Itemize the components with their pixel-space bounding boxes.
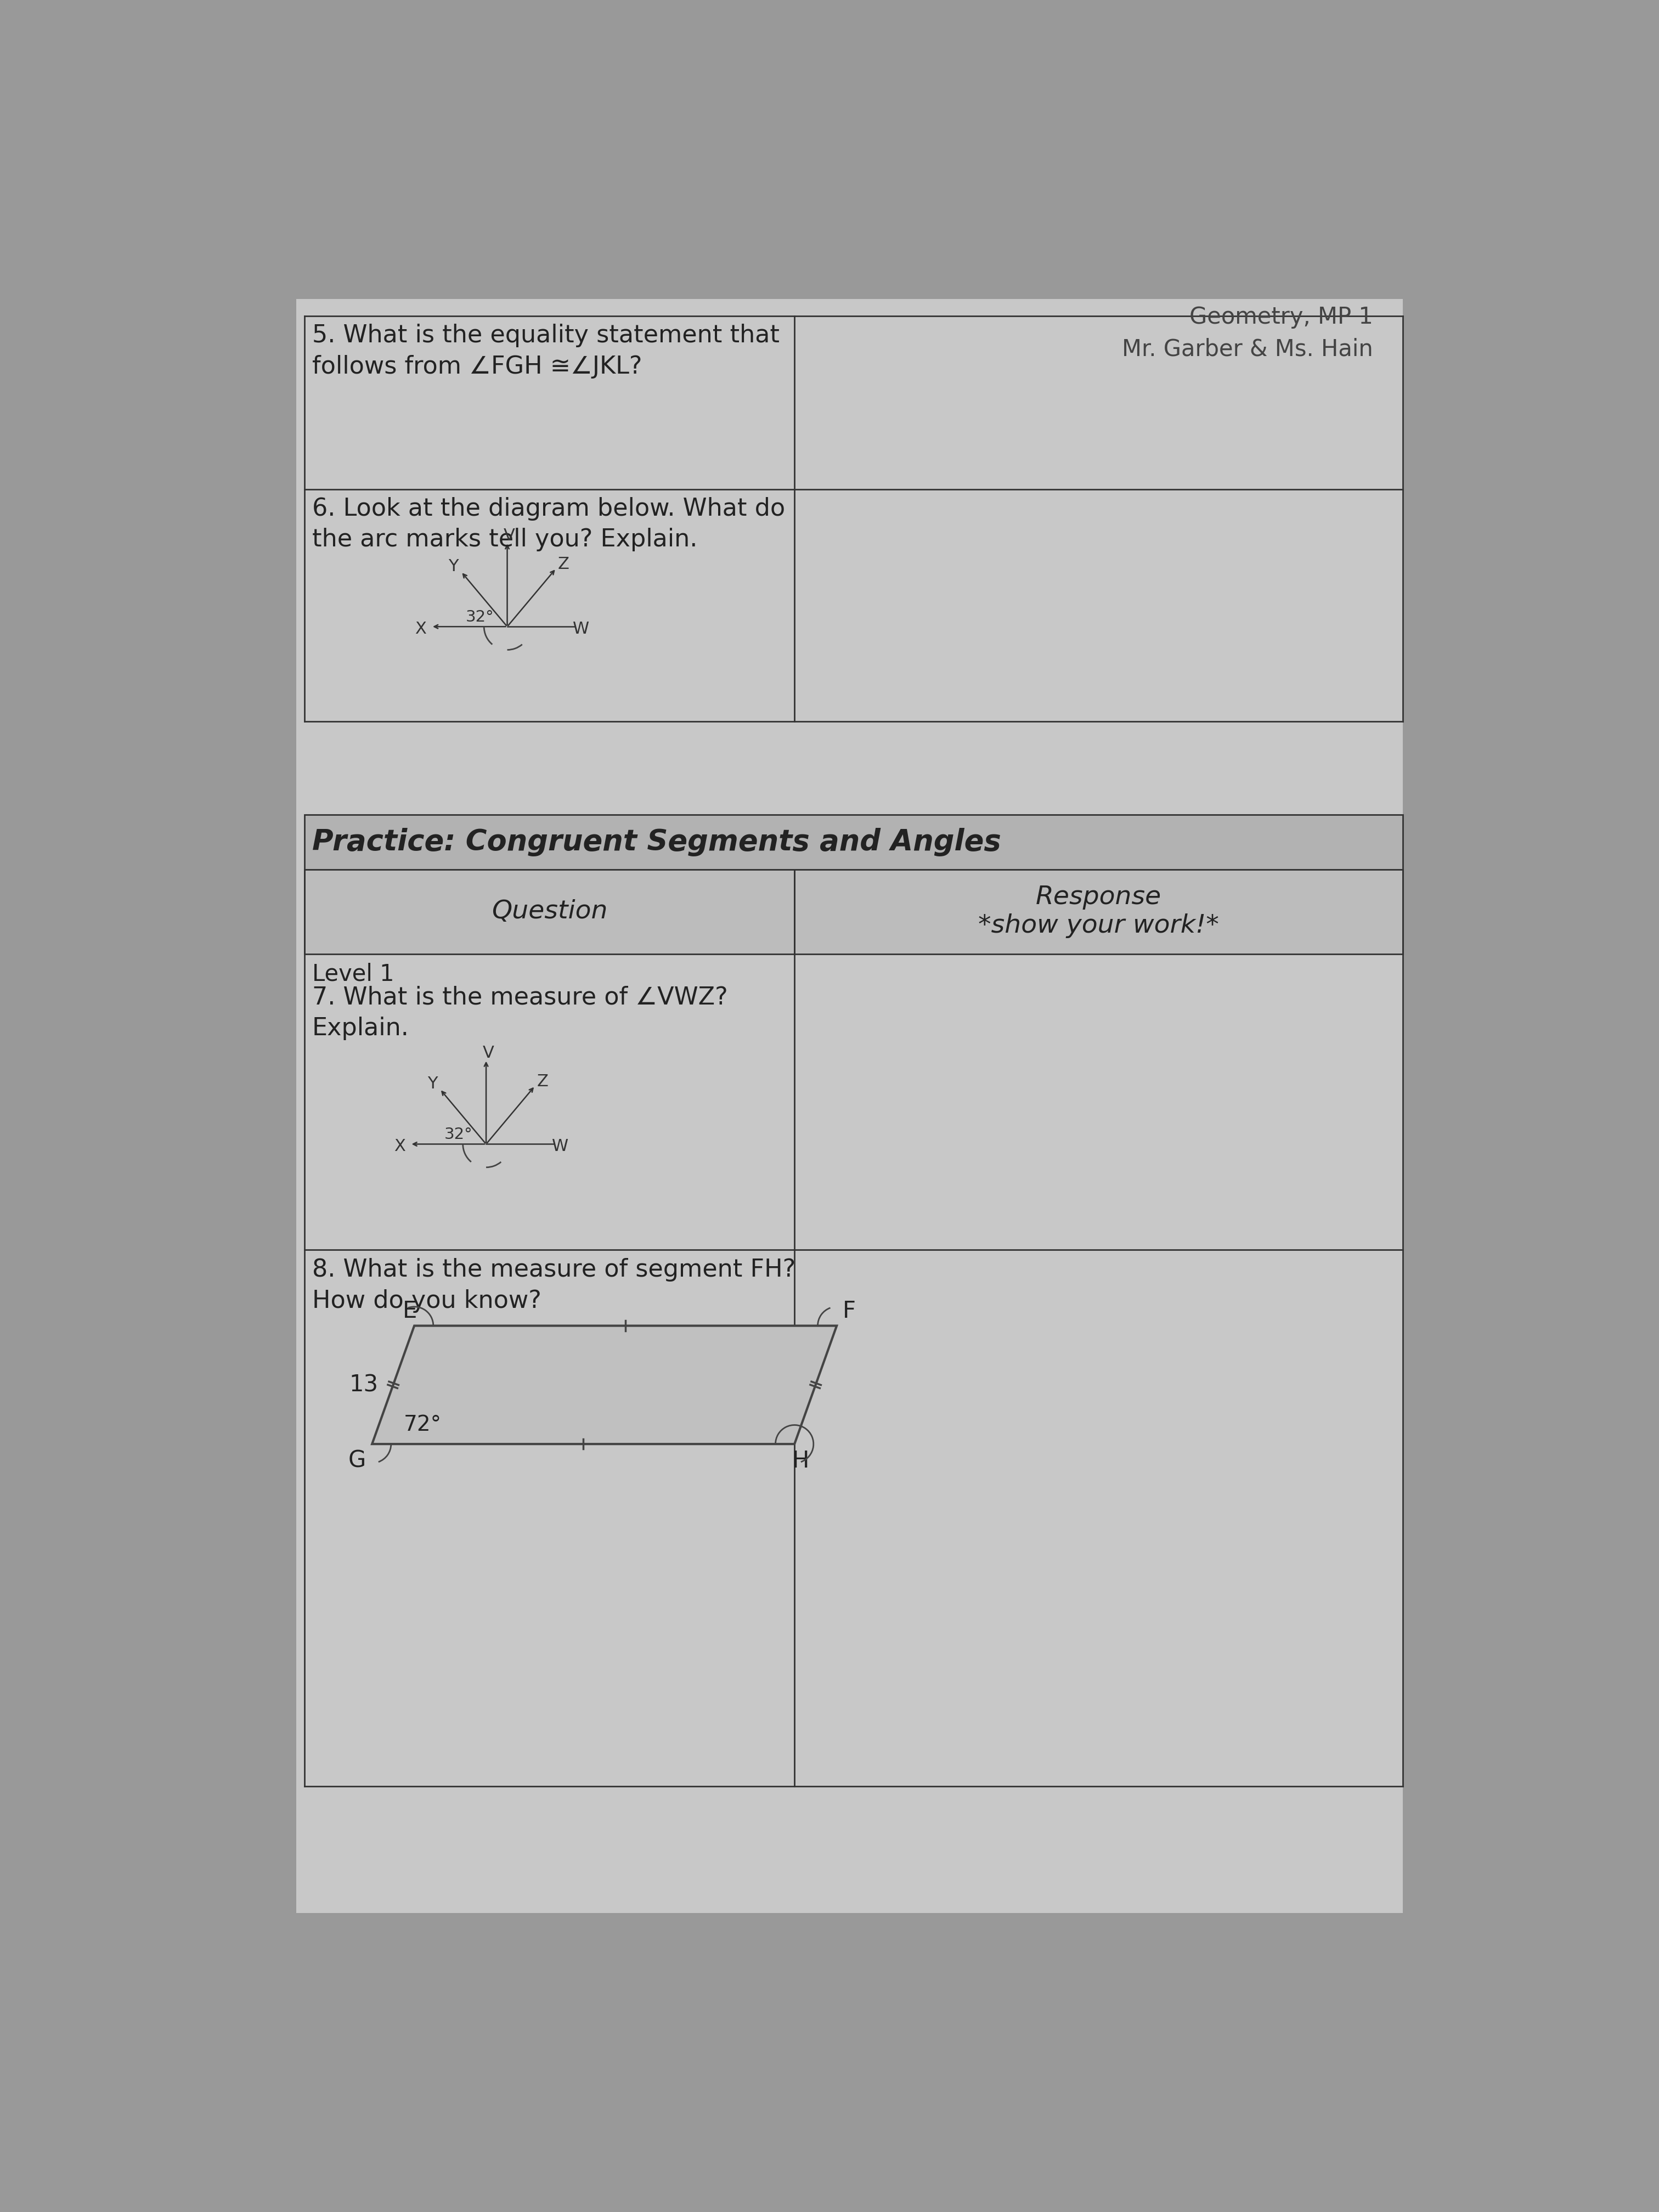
Bar	[305, 814, 1404, 869]
Text: W: W	[552, 1139, 569, 1155]
Text: 5. What is the equality statement that
follows from ∠FGH ≅∠JKL?: 5. What is the equality statement that f…	[312, 323, 780, 378]
Text: 8. What is the measure of segment FH?
How do you know?: 8. What is the measure of segment FH? Ho…	[312, 1259, 796, 1312]
Text: W: W	[572, 622, 589, 637]
Text: 32°: 32°	[445, 1128, 473, 1141]
Text: Geometry, MP 1
Mr. Garber & Ms. Hain: Geometry, MP 1 Mr. Garber & Ms. Hain	[1121, 305, 1374, 361]
Text: V: V	[504, 529, 514, 544]
Text: G: G	[348, 1449, 367, 1473]
Text: Level 1: Level 1	[312, 962, 395, 987]
Text: 13: 13	[348, 1374, 378, 1396]
Text: Question: Question	[491, 900, 607, 925]
Text: H: H	[793, 1449, 810, 1473]
Text: 32°: 32°	[466, 611, 494, 626]
Text: Z: Z	[538, 1073, 549, 1091]
Text: X: X	[393, 1139, 405, 1155]
Bar	[305, 869, 1404, 953]
Text: Y: Y	[428, 1075, 438, 1093]
Bar	[295, 299, 1404, 1913]
Text: F: F	[843, 1298, 856, 1323]
Text: Y: Y	[448, 560, 458, 575]
Text: Response
*show your work!*: Response *show your work!*	[979, 885, 1219, 938]
Text: Z: Z	[557, 555, 569, 573]
Text: 6. Look at the diagram below. What do
the arc marks tell you? Explain.: 6. Look at the diagram below. What do th…	[312, 498, 785, 551]
Text: X: X	[415, 622, 426, 637]
Text: 72°: 72°	[403, 1416, 441, 1436]
Polygon shape	[372, 1325, 836, 1444]
Text: 7. What is the measure of ∠VWZ?
Explain.: 7. What is the measure of ∠VWZ? Explain.	[312, 987, 728, 1040]
Text: Practice: Congruent Segments and Angles: Practice: Congruent Segments and Angles	[312, 827, 1000, 856]
Text: V: V	[483, 1046, 494, 1062]
Text: E: E	[403, 1298, 418, 1323]
